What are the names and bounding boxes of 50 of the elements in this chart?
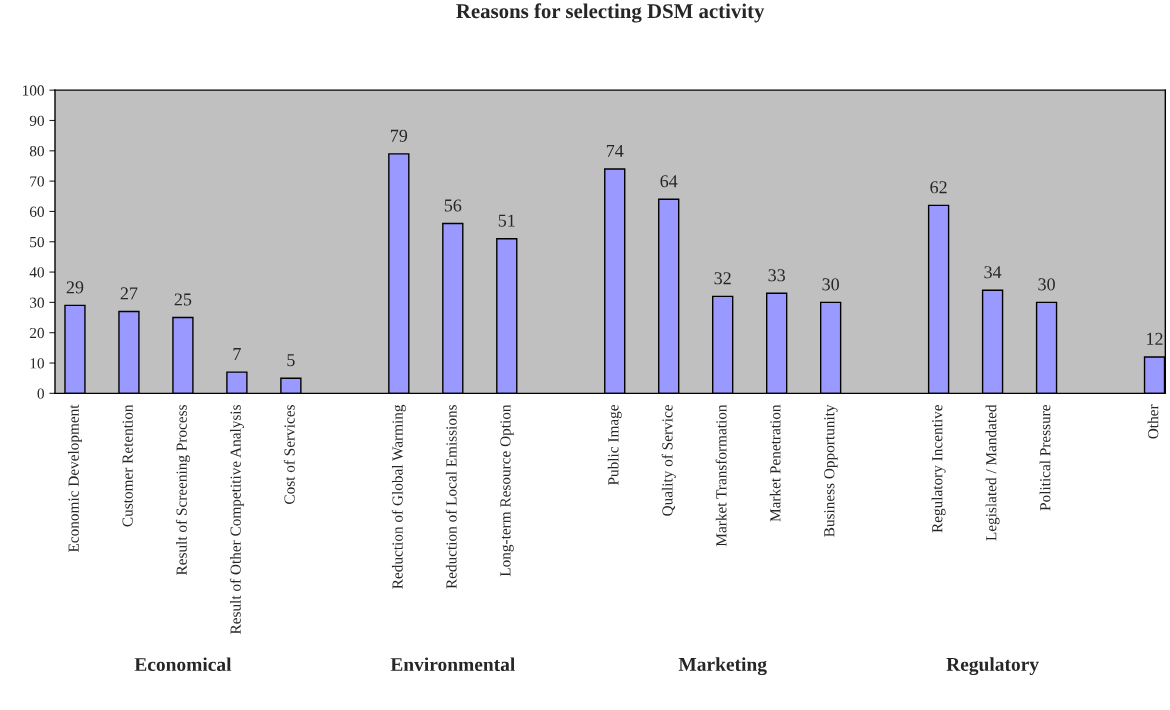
data-label: 27 (120, 287, 138, 300)
x-tick-label: Market Transformation (715, 404, 727, 547)
chart-title: Reasons for selecting DSM activity (456, 3, 765, 23)
y-tick-label: 60 (29, 206, 44, 217)
x-tick-label: Political Pressure (1039, 404, 1051, 511)
data-label: 51 (498, 214, 515, 227)
data-label: 7 (233, 348, 241, 360)
data-label: 32 (714, 272, 731, 285)
text: Economical (134, 657, 232, 672)
data-label: 30 (1038, 278, 1055, 291)
x-tick-label: Reduction of Local Emissions (445, 405, 457, 589)
x-tick-label: Other (1147, 404, 1159, 439)
y-tick-label: 30 (30, 297, 44, 308)
data-label: 34 (984, 266, 1002, 279)
x-tick-label: Customer Retention (122, 404, 133, 527)
x-tick-label: Result of Other Competitive Analysis (229, 405, 244, 635)
y-tick-label: 0 (37, 388, 44, 399)
text: Regulatory (946, 657, 1039, 676)
data-label: 29 (66, 281, 84, 294)
text: Marketing (678, 657, 767, 676)
x-tick-label: Legislated / Mandated (985, 404, 1000, 541)
y-tick-label: 80 (29, 145, 44, 157)
x-tick-label: Business Opportunity (824, 404, 838, 537)
data-label: 74 (606, 144, 624, 157)
y-tick-label: 10 (30, 358, 44, 369)
x-tick-label: Market Penetration (769, 404, 781, 522)
x-tick-label: Public Image (607, 404, 622, 486)
y-tick-label: 90 (29, 115, 44, 126)
y-tick-label: 70 (30, 176, 44, 187)
data-label: 62 (930, 181, 947, 194)
x-tick-label: Regulatory Incentive (931, 404, 946, 533)
x-tick-label: Quality of Service (661, 404, 676, 516)
data-label: 79 (390, 129, 408, 142)
data-label: 56 (444, 199, 462, 212)
y-tick-label: 50 (30, 236, 44, 248)
y-tick-label: 100 (23, 85, 44, 96)
data-label: 33 (768, 269, 785, 282)
data-label: 64 (660, 175, 678, 188)
text: Environmental (390, 657, 515, 672)
data-label: 5 (287, 354, 295, 367)
x-tick-label: Economic Development (68, 404, 82, 553)
data-label: 12 (1147, 332, 1163, 345)
y-tick-label: 20 (29, 327, 44, 339)
x-tick-label: Cost of Services (283, 405, 295, 504)
data-label: 30 (822, 278, 839, 291)
y-tick-label: 40 (29, 267, 44, 278)
x-tick-label: Result of Screening Process (175, 405, 190, 576)
data-label: 25 (174, 293, 192, 306)
x-tick-label: Long-term Resource Option (500, 404, 514, 577)
x-tick-label: Reduction of Global Warming (391, 404, 406, 589)
